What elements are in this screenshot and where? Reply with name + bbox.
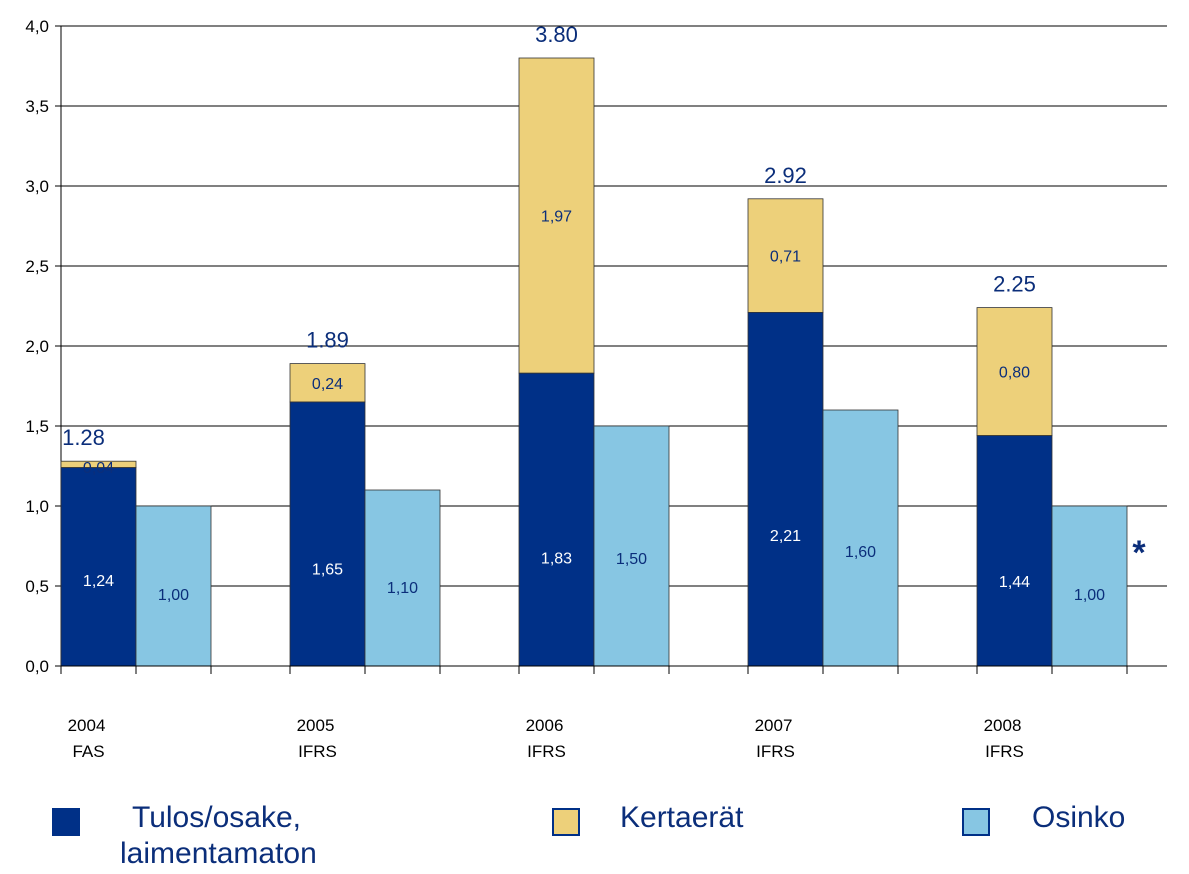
legend-label-eps-line2: laimentamaton: [120, 837, 317, 870]
y-tick-label: 0,0: [25, 657, 49, 676]
data-label-osinko: 1,00: [158, 587, 189, 604]
y-tick-label: 4,0: [25, 17, 49, 36]
bar-eps: [518, 372, 595, 667]
y-tick-label: 1,5: [25, 417, 49, 436]
data-label-eps: 1,24: [83, 573, 114, 590]
bar-kertaerat: [289, 363, 366, 403]
legend: Tulos/osake, laimentamaton Kertaerät Osi…: [0, 800, 1189, 874]
data-label-eps: 2,21: [770, 528, 801, 545]
data-label-kertaerat: 0,80: [999, 365, 1030, 382]
bar-osinko: [822, 409, 899, 667]
y-tick-label: 0,5: [25, 577, 49, 596]
total-label: 1.89: [306, 328, 349, 353]
total-label: 1.28: [62, 425, 105, 450]
data-label-kertaerat: 1,97: [541, 209, 572, 226]
x-category-sublabel: IFRS: [985, 742, 1024, 761]
data-label-kertaerat: 0,04: [83, 460, 114, 477]
data-label-kertaerat: 0,71: [770, 249, 801, 266]
legend-item-kertaerat: Kertaerät: [552, 800, 743, 836]
legend-label-eps-line1: Tulos/osake,: [132, 801, 301, 834]
bar-osinko: [364, 489, 441, 667]
x-category-label: 2007: [755, 716, 793, 735]
data-label-osinko: 1,10: [387, 580, 418, 597]
legend-swatch-osinko: [962, 808, 990, 836]
data-label-eps: 1,83: [541, 551, 572, 568]
x-category-sublabel: FAS: [72, 742, 104, 761]
data-label-osinko: 1,50: [616, 551, 647, 568]
bar-kertaerat: [518, 57, 595, 374]
x-category-label: 2008: [984, 716, 1022, 735]
x-category-sublabel: IFRS: [527, 742, 566, 761]
data-label-eps: 1,44: [999, 574, 1030, 591]
bar-eps: [60, 467, 137, 667]
data-label-eps: 1,65: [312, 561, 343, 578]
data-label-osinko: 1,00: [1074, 587, 1105, 604]
y-tick-label: 1,0: [25, 497, 49, 516]
bar-eps: [747, 311, 824, 667]
data-label-osinko: 1,60: [845, 544, 876, 561]
total-label: 3.80: [535, 22, 578, 47]
bar-kertaerat: [747, 198, 824, 313]
y-tick-label: 3,0: [25, 177, 49, 196]
total-label: 2.25: [993, 272, 1036, 297]
x-category-label: 2006: [526, 716, 564, 735]
legend-swatch-eps: [52, 808, 80, 836]
legend-item-osinko: Osinko: [962, 800, 1125, 836]
legend-label-kertaerat: Kertaerät: [620, 801, 744, 834]
chart-svg: 0,0 0,5 1,0 1,5 2,0 2,5 3,0 3,5 4,0 1,24 0,04 1,00 1…: [25, 17, 1167, 761]
legend-swatch-kertaerat: [552, 808, 580, 836]
x-category-label: 2004: [68, 716, 106, 735]
y-tick-label: 2,0: [25, 337, 49, 356]
bar-osinko: [593, 425, 670, 667]
y-tick-label: 2,5: [25, 257, 49, 276]
bar-osinko: [135, 505, 212, 667]
bar-kertaerat: [976, 307, 1053, 437]
data-label-kertaerat: 0,24: [312, 376, 343, 393]
legend-label-osinko: Osinko: [1032, 801, 1126, 834]
bar-osinko: [1051, 505, 1128, 667]
total-label: 2.92: [764, 163, 807, 188]
x-category-label: 2005: [297, 716, 335, 735]
y-tick-label: 3,5: [25, 97, 49, 116]
x-category-sublabel: IFRS: [298, 742, 337, 761]
bar-eps: [976, 435, 1053, 667]
bar-eps: [289, 401, 366, 667]
legend-item-eps: Tulos/osake, laimentamaton: [52, 800, 317, 872]
annotation-asterisk: *: [1132, 534, 1146, 572]
x-category-sublabel: IFRS: [756, 742, 795, 761]
